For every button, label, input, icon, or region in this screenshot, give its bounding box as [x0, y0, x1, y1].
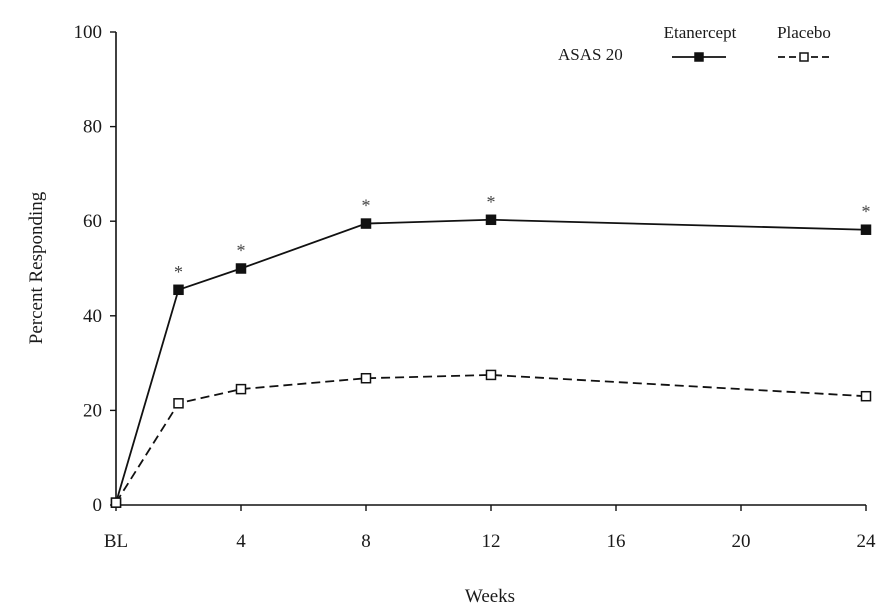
etanercept-point — [860, 224, 872, 235]
placebo-line — [115, 374, 867, 504]
placebo-point — [235, 383, 247, 395]
x-tick-label: 8 — [361, 531, 371, 552]
y-tick-label: 40 — [83, 306, 102, 327]
y-tick-label: 80 — [83, 117, 102, 138]
etanercept-series — [110, 214, 872, 508]
etanercept-line — [115, 218, 867, 503]
legend-label-etanercept: Etanercept — [664, 23, 737, 42]
etanercept-point — [235, 263, 247, 274]
etanercept-point — [485, 214, 497, 226]
placebo-point — [360, 372, 372, 384]
legend-marker-etanercept — [694, 52, 704, 62]
annotations-layer: * * * * * — [174, 192, 871, 282]
placebo-point — [860, 390, 872, 402]
legend-marker-placebo — [799, 52, 809, 62]
legend-label-placebo: Placebo — [777, 23, 831, 42]
x-tick-label: 24 — [857, 531, 877, 552]
x-tick-label: 4 — [236, 531, 246, 552]
etanercept-point — [360, 218, 372, 229]
y-tick-label: 20 — [83, 400, 102, 421]
placebo-series — [110, 369, 872, 508]
y-tick-label: 0 — [93, 495, 103, 516]
x-tick-label: 20 — [732, 531, 751, 552]
significance-asterisk: * — [487, 192, 496, 212]
x-tick-label: 16 — [607, 531, 626, 552]
y-tick-label: 60 — [83, 211, 102, 232]
series-layer — [110, 214, 872, 508]
placebo-point — [110, 497, 122, 508]
x-axis-title: Weeks — [465, 586, 515, 607]
ticks: 0 20 40 60 80 100 BL 4 8 12 16 20 24 — [74, 22, 877, 552]
y-axis-title: Percent Responding — [26, 191, 47, 344]
x-tick-label: 12 — [482, 531, 501, 552]
y-tick-label: 100 — [74, 22, 103, 43]
legend: ASAS 20 Etanercept Placebo — [558, 23, 831, 64]
axes — [115, 32, 866, 506]
etanercept-point — [173, 284, 184, 296]
placebo-point — [485, 369, 497, 381]
significance-asterisk: * — [237, 241, 246, 261]
significance-asterisk: * — [362, 196, 371, 216]
x-tick-label: BL — [104, 531, 128, 552]
placebo-point — [173, 398, 184, 409]
significance-asterisk: * — [174, 262, 183, 282]
significance-asterisk: * — [862, 202, 871, 222]
legend-title: ASAS 20 — [558, 45, 623, 64]
